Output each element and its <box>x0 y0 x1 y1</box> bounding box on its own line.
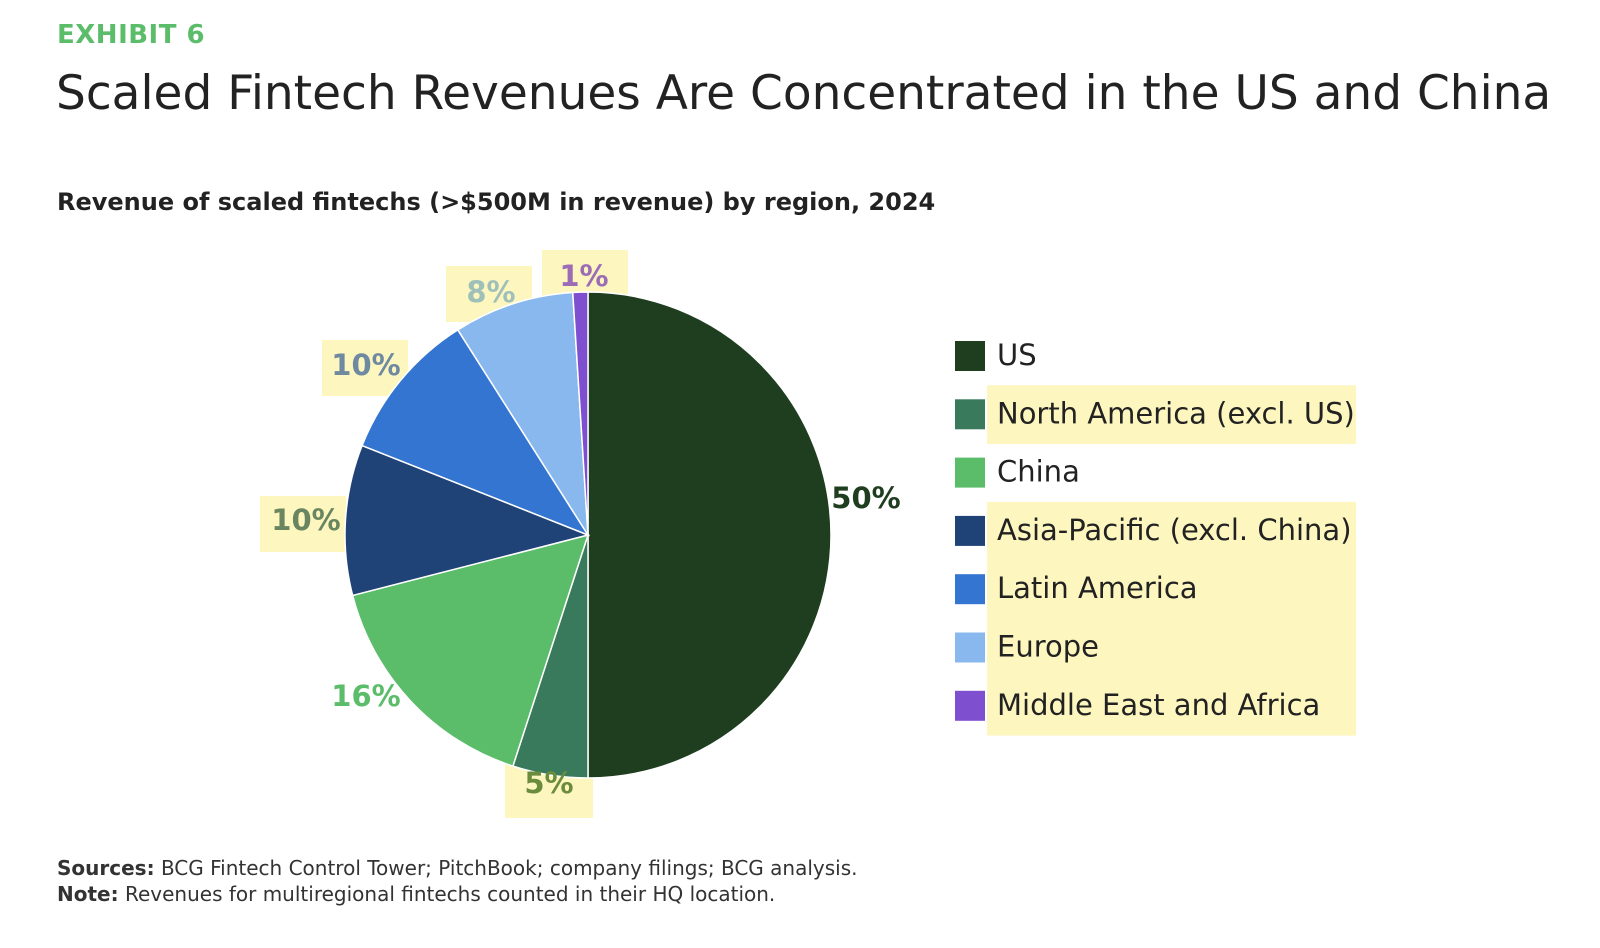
pie-label-latin-america: 10% <box>331 348 400 382</box>
legend-label-north-america-excl-us: North America (excl. US) <box>997 396 1355 430</box>
pie-slice-europe <box>456 291 589 536</box>
legend-swatch-latin-america <box>955 574 985 605</box>
sources-line: Sources: BCG Fintech Control Tower; Pitc… <box>57 855 858 881</box>
legend-label-latin-america: Latin America <box>997 571 1198 605</box>
pie-slice-asia-pacific-excl-china <box>344 444 591 597</box>
pie-labels: 50% 5% 16% 10% 10% 8% 1% <box>271 259 900 800</box>
pie-label-china: 16% <box>331 679 400 713</box>
note-text: Revenues for multiregional fintechs coun… <box>124 882 776 906</box>
page-title: Scaled Fintech Revenues Are Concentrated… <box>56 66 1552 121</box>
pie-slice-us <box>587 291 832 779</box>
legend: US North America (excl. US) China Asia-Paci… <box>955 338 1356 736</box>
legend-label-middle-east-and-africa: Middle East and Africa <box>997 688 1320 722</box>
legend-swatch-middle-east-and-africa <box>955 690 985 721</box>
chart-footer: Sources: BCG Fintech Control Tower; Pitc… <box>57 855 858 907</box>
legend-highlight-latin-america <box>987 560 1356 619</box>
note-label: Note: <box>57 882 119 906</box>
legend-swatch-us <box>955 341 985 371</box>
sources-label: Sources: <box>57 856 155 880</box>
pie-label-middle-east-and-africa: 1% <box>559 259 608 293</box>
exhibit-label: EXHIBIT 6 <box>57 20 206 50</box>
legend-highlight-north-america-excl-us <box>987 385 1356 445</box>
chart-title: Revenue of scaled fintechs (>$500M in re… <box>57 188 936 216</box>
sources-text: BCG Fintech Control Tower; PitchBook; co… <box>160 856 858 880</box>
pie-slice-latin-america <box>361 328 590 537</box>
legend-label-us: US <box>997 338 1037 372</box>
pie-label-europe: 8% <box>466 275 515 309</box>
legend-label-asia-pacific-excl-china: Asia-Pacific (excl. China) <box>997 513 1352 547</box>
legend-label-china: China <box>997 455 1080 489</box>
pie-slices <box>344 291 832 779</box>
label-highlight-asia-pacific-excl-china <box>260 496 346 552</box>
legend-highlight-europe <box>987 618 1356 678</box>
legend-highlight-asia-pacific-excl-china <box>987 501 1356 561</box>
label-highlight-latin-america <box>322 340 408 396</box>
legend-swatch-europe <box>955 632 985 663</box>
legend-swatch-asia-pacific-excl-china <box>955 515 985 546</box>
legend-swatch-china <box>955 457 985 488</box>
pie-slice-middle-east-and-africa <box>571 291 589 536</box>
pie-label-north-america-excl-us: 5% <box>524 766 573 800</box>
legend-swatch-north-america-excl-us <box>955 399 985 430</box>
legend-label-europe: Europe <box>997 630 1099 664</box>
legend-highlight-middle-east-and-africa <box>987 676 1356 736</box>
note-line: Note: Revenues for multiregional fintech… <box>57 881 858 907</box>
pie-label-us: 50% <box>831 481 900 515</box>
pie-label-asia-pacific-excl-china: 10% <box>271 503 340 537</box>
pie-slice-china <box>351 533 590 768</box>
